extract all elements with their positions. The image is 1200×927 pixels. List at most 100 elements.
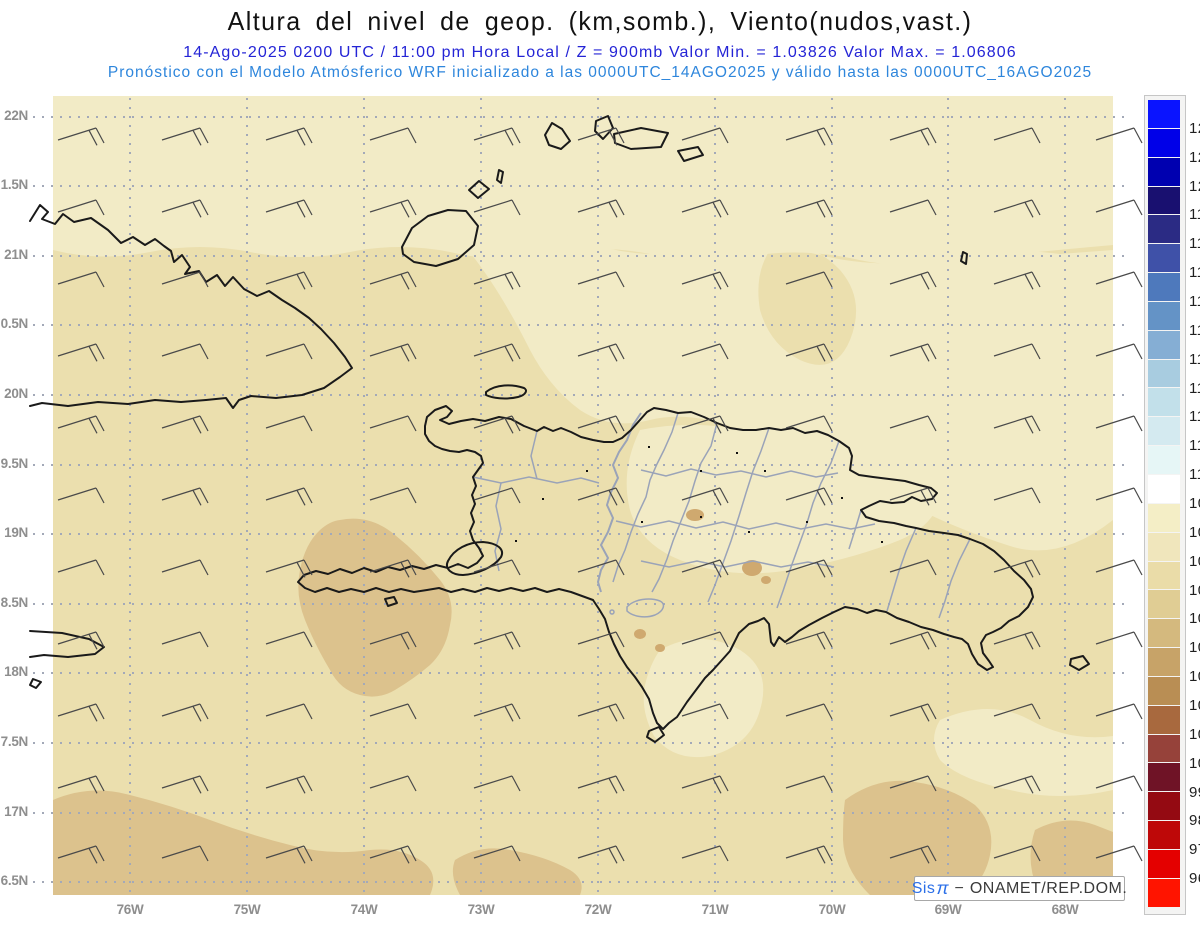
island-turks-1 [544,122,571,150]
island-great-inagua [401,209,479,267]
wind-barb [577,631,625,648]
wind-barb [369,845,417,864]
shading-layer [53,96,1113,895]
coast-cuba [29,204,353,409]
wind-barb [161,775,209,794]
colorbar-swatch [1148,273,1180,301]
lake-enriquillo [626,598,665,618]
colorbar-tick-label: 960 [1189,870,1200,888]
colorbar-swatch [1148,244,1180,273]
wind-barb [993,703,1041,720]
wind-barb [681,703,729,720]
island-mona [1069,655,1090,671]
wind-barb [473,775,521,792]
colorbar-tick-label: 1050 [1189,610,1200,628]
coastlines [29,115,1090,743]
colorbar-tick-label: 1030 [1189,668,1200,686]
island-beata [646,726,665,743]
wind-barb [785,559,833,578]
wind-barb [265,271,313,290]
wind-barb [473,845,521,862]
wind-barb [889,199,937,216]
wind-barb [473,631,521,650]
colorbar-swatch [1148,763,1180,792]
header: Altura del nivel de geop. (km,somb.), Vi… [0,0,1200,82]
wind-barb [577,415,625,434]
wind-barb [681,271,729,290]
wind-barb [57,703,105,722]
wind-barb [681,845,729,862]
wind-barb [57,631,105,650]
wind-barb [993,343,1041,360]
lat-label: 19N [4,525,28,540]
wind-barb [57,271,105,288]
org-name: ONAMET/REP.DOM. [969,879,1128,897]
island-gonave [446,541,503,576]
colorbar-tick-label: 1120 [1189,408,1200,426]
colorbar-swatch [1148,648,1180,676]
lat-label: 22N [4,108,28,123]
sispi-logo-text: Sis [911,879,936,897]
wind-barb [889,845,937,864]
wind-barb [265,559,313,578]
lat-label: 9.5N [0,456,29,471]
colorbar-swatch [1148,388,1180,417]
wind-barb [1095,415,1143,432]
wind-barb [577,487,625,506]
wind-barb [161,415,209,434]
wind-barb [161,199,209,218]
lat-label: 6.5N [0,873,29,888]
colorbar-tick-label: 1010 [1189,725,1200,743]
wind-barb [369,199,417,218]
island-a-vache [384,596,398,607]
lon-label: 70W [818,902,846,917]
lat-label: 0.5N [0,316,29,331]
colorbar-tick-label: 1220 [1189,119,1200,137]
colorbar-swatch [1148,215,1180,244]
wind-barb [369,415,417,432]
wind-barb [161,127,209,146]
wind-barb [681,631,729,648]
wind-barb [889,775,937,792]
wind-barb [473,343,521,362]
wind-barb [57,415,105,434]
wind-barb [993,487,1041,504]
wind-barb [473,127,521,146]
branding-separator: − [954,879,964,897]
wind-barb [161,703,209,722]
colorbar-tick-label: 1130 [1189,379,1200,397]
lat-label: 1.5N [0,177,29,192]
wind-barb [681,343,729,360]
gridlines [33,98,1128,894]
wind-barb [785,415,833,432]
wind-barb [161,845,209,862]
colorbar-swatch [1148,157,1180,186]
pi-symbol: π [936,878,949,898]
wind-barb [1095,703,1143,720]
colorbar-swatch [1148,561,1180,590]
wind-barb [681,559,729,578]
wind-barb [993,415,1041,434]
colorbar-tick-label: 1070 [1189,552,1200,570]
wind-barb [161,271,209,288]
wind-barb [889,415,937,432]
wind-barb [681,127,729,144]
wind-barb [889,703,937,722]
colorbar-swatch [1148,186,1180,215]
colorbar-tick-label: 1110 [1189,437,1200,455]
wind-barb [993,199,1041,218]
wind-barb [1095,343,1143,360]
lon-label: 72W [584,902,612,917]
wind-barb [577,845,625,864]
wind-barb [993,127,1041,144]
colorbar-swatch [1148,446,1180,474]
wind-barb [993,559,1041,578]
colorbar-swatch [1148,330,1180,359]
wind-barb [1095,631,1143,648]
colorbar-swatch [1148,474,1180,503]
colorbar-tick-label: 1160 [1189,293,1200,310]
wind-barb [265,415,313,432]
wind-barb [369,559,417,578]
islet-east [960,251,968,265]
coast-jamaica [29,630,105,658]
